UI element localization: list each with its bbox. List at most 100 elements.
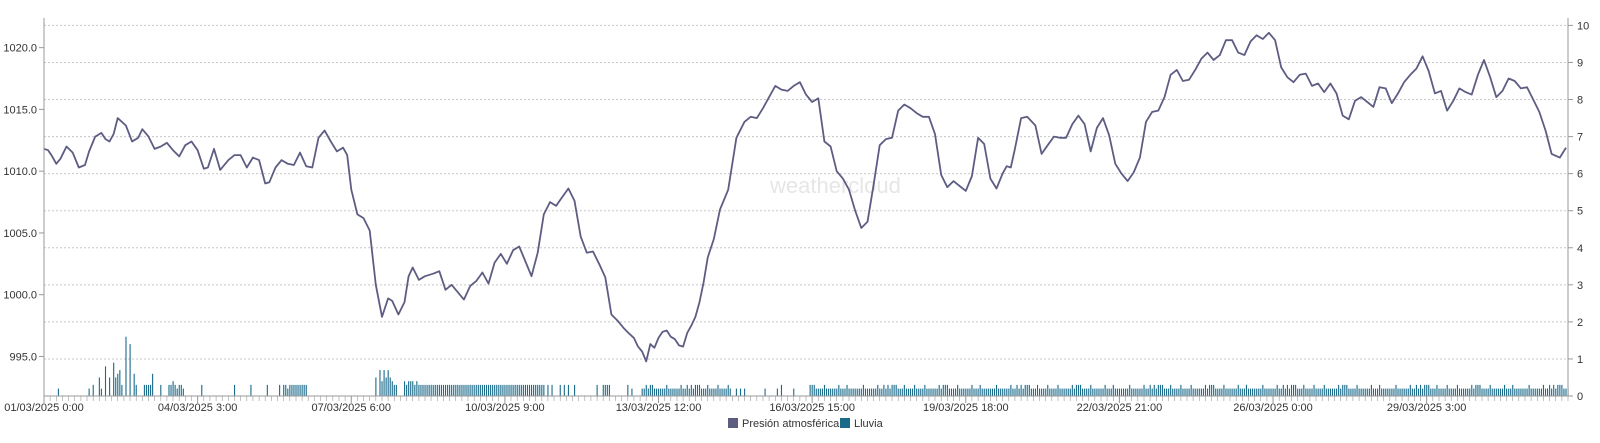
rain-bar — [709, 388, 711, 396]
rain-bar — [1014, 388, 1016, 396]
legend-item-rain[interactable]: Lluvia — [840, 418, 884, 430]
rain-bar — [1147, 388, 1149, 396]
rain-bar — [1145, 388, 1147, 396]
rain-bar — [381, 381, 383, 396]
rain-bar — [289, 384, 291, 396]
rain-bar — [1184, 388, 1186, 396]
rain-bar — [776, 388, 778, 396]
rain-bar — [88, 388, 90, 396]
rain-bar — [914, 384, 916, 396]
rain-bar — [1163, 388, 1166, 396]
rain-bar — [1485, 388, 1487, 396]
rain-bar — [1555, 388, 1557, 396]
legend-item-pressure[interactable]: Presión atmosférica — [728, 418, 840, 430]
rain-bar — [508, 384, 510, 396]
rain-bar — [1213, 384, 1215, 396]
grid — [44, 24, 1568, 360]
rain-bar — [1034, 388, 1037, 396]
rain-bar — [516, 384, 518, 396]
rain-bar — [479, 384, 481, 396]
rain-bar — [1157, 384, 1159, 396]
rain-bar — [125, 336, 127, 396]
rain-bar — [723, 388, 725, 396]
y-left-tick-label: 1015.0 — [3, 104, 37, 116]
rain-bar — [832, 388, 834, 396]
rain-bar — [1065, 388, 1067, 396]
rain-bar — [1270, 388, 1272, 396]
rain-bar — [1411, 388, 1413, 396]
rain-bar — [879, 388, 881, 396]
rain-bar — [963, 388, 965, 396]
rain-bar — [1563, 388, 1565, 396]
rain-bar — [698, 384, 701, 396]
rain-bar — [287, 388, 289, 396]
rain-bar — [1508, 388, 1510, 396]
rain-bar — [483, 384, 486, 396]
rain-bar — [1133, 388, 1135, 396]
rain-bar — [828, 388, 830, 396]
rain-bar — [975, 388, 977, 396]
rain-bar — [266, 384, 268, 396]
rain-bar — [1467, 388, 1469, 396]
rain-bar — [1284, 388, 1286, 396]
rain-bar — [438, 384, 440, 396]
rain-bar — [250, 384, 252, 396]
rain-bar — [1082, 388, 1084, 396]
rain-bar — [901, 388, 903, 396]
rain-bar — [1071, 384, 1073, 396]
rain-bar — [1198, 388, 1200, 396]
rain-bar — [174, 384, 176, 396]
rain-bar — [1364, 388, 1366, 396]
rain-bar — [668, 388, 670, 396]
rain-bar — [1192, 388, 1194, 396]
x-tick-label: 13/03/2025 12:00 — [616, 402, 702, 414]
y-right-tick-label: 10 — [1577, 20, 1589, 32]
rain-bar — [672, 388, 674, 396]
rain-bar — [1125, 388, 1127, 396]
rain-bar — [655, 388, 658, 396]
rain-bar — [1254, 388, 1256, 396]
rain-bar — [1434, 388, 1436, 396]
rain-bar — [1381, 388, 1383, 396]
rain-bar — [451, 384, 453, 396]
rain-bar — [1155, 388, 1157, 396]
watermark-text: weathercloud — [769, 173, 901, 198]
rain-bar — [1036, 384, 1039, 396]
rain-bar — [604, 384, 606, 396]
rain-bar — [596, 384, 598, 396]
rain-bar — [379, 370, 381, 396]
rain-bar — [1450, 388, 1452, 396]
rain-bar — [1293, 384, 1295, 396]
rain-bar — [1413, 388, 1415, 396]
rain-bar — [1063, 388, 1065, 396]
rain-bar — [1463, 388, 1465, 396]
rain-bar — [535, 384, 537, 396]
rain-bar — [996, 384, 998, 396]
y-axis-left: 995.0 1000.0 1005.0 1010.0 1015.0 1020.0 — [3, 43, 44, 363]
rain-bar — [135, 384, 137, 396]
rain-bar — [1383, 388, 1385, 396]
rain-bar — [383, 370, 385, 396]
rain-bar — [998, 388, 1000, 396]
rain-bar — [688, 388, 690, 396]
rain-bar — [1196, 388, 1198, 396]
legend-swatch-pressure — [728, 418, 738, 428]
rain-bar — [891, 384, 893, 396]
rain-bar — [1356, 384, 1358, 396]
rain-bar — [1518, 388, 1520, 396]
rain-bar — [1393, 388, 1395, 396]
rain-bar — [1108, 388, 1110, 396]
rain-bar — [1204, 384, 1207, 396]
rain-bar — [1233, 388, 1235, 396]
rain-bar — [1057, 384, 1059, 396]
rain-bar — [1303, 384, 1305, 396]
rain-bar — [711, 388, 713, 396]
x-tick-label: 19/03/2025 18:00 — [923, 402, 1009, 414]
rain-bar — [531, 384, 533, 396]
rain-bar — [1110, 388, 1112, 396]
rain-bar — [172, 381, 174, 396]
x-tick-label: 16/03/2025 15:00 — [769, 402, 855, 414]
y-left-tick-label: 1020.0 — [3, 43, 37, 55]
rain-bar — [690, 384, 692, 396]
